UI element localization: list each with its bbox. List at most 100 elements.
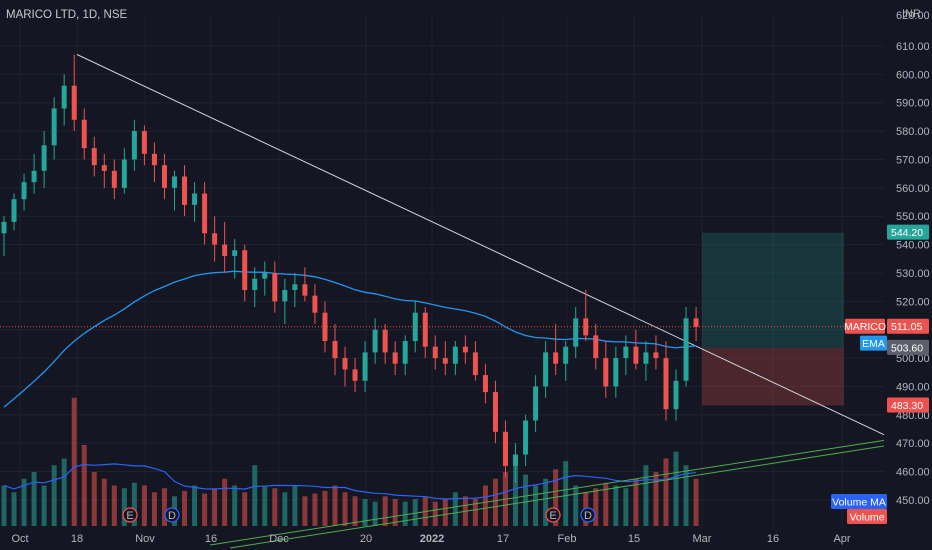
volume-bar [322, 490, 328, 526]
volume-bar [633, 478, 639, 526]
volume-bar [492, 478, 498, 526]
volume-bar [292, 485, 298, 526]
marker-letter: D [168, 510, 176, 522]
candle-body [332, 341, 338, 359]
price-tick-label: 490.00 [896, 381, 930, 393]
dividend-marker: D [164, 507, 180, 523]
volume-bar [302, 496, 308, 526]
time-tick-label: 15 [628, 533, 640, 545]
price-tick-label-partial: 620.00 [896, 10, 930, 22]
volume-bar [91, 472, 97, 526]
candle-body [151, 153, 157, 166]
candle-body [693, 318, 699, 327]
candle-body [553, 352, 559, 364]
volume-bar [232, 485, 238, 526]
candle-body [492, 392, 498, 432]
volume-ma-label-tag-bg [831, 494, 887, 509]
candle-body [111, 170, 117, 188]
target-price-tag-bg [887, 224, 929, 240]
volume-ma-label-tag: Volume MA [831, 494, 887, 509]
downtrend-line [76, 54, 885, 436]
symbol-name-tag-text: MARICO [844, 321, 886, 333]
candle-body [653, 352, 659, 359]
marker-circle [545, 507, 561, 523]
candle-body [182, 176, 188, 205]
candle-body [633, 346, 639, 364]
volume-bar [513, 465, 519, 526]
volume-bar [11, 492, 17, 526]
candle-body [573, 318, 579, 347]
time-axis[interactable]: Oct 18 Nov 16 Dec 20 2022 17 Feb 15 Mar 16 Apr [11, 533, 850, 545]
volume-label-tag-text: Volume [849, 512, 884, 524]
volume-bar [693, 478, 699, 526]
volume-bar [543, 478, 549, 526]
candle-body [81, 119, 87, 149]
candle-body [292, 284, 298, 290]
candle-body [61, 85, 67, 109]
ema-label-tag: EMA [860, 335, 887, 351]
candle-body [172, 176, 178, 188]
price-tick-label: 530.00 [896, 268, 930, 280]
candle-body [101, 165, 107, 171]
candle-body [91, 148, 97, 166]
volume-bar [472, 499, 478, 526]
volume-bar [71, 397, 77, 526]
symbol-title[interactable]: MARICO LTD, 1D, NSE [6, 9, 128, 21]
target-zone [702, 232, 844, 348]
volume-bar [372, 501, 378, 526]
trend-lines [3, 54, 885, 549]
candle-body [21, 182, 27, 200]
candle-body [352, 369, 358, 381]
candle-body [442, 358, 448, 364]
candle-body [71, 85, 77, 120]
risk-reward-zones [702, 232, 844, 406]
candle-body [131, 131, 137, 160]
candle-body [593, 335, 599, 359]
price-tick-label: 610.00 [896, 41, 930, 53]
candle-body [663, 358, 669, 410]
price-axis[interactable]: 450.00460.00470.00480.00490.00500.00510.… [896, 10, 930, 507]
ema-value-tag-bg [887, 339, 929, 355]
candle-body [422, 312, 428, 347]
candle-body [523, 420, 529, 455]
volume-bar [573, 485, 579, 526]
volume-bar [202, 493, 208, 526]
time-tick-label: Mar [693, 533, 712, 545]
grid-lines [0, 14, 884, 530]
volume-bar [683, 465, 689, 526]
candle-body [121, 159, 127, 188]
candle-body [623, 346, 629, 359]
volume-bar [222, 478, 228, 526]
last-price-tag-bg [887, 318, 929, 334]
volume-ma-line [3, 463, 697, 500]
time-tick-label: Dec [269, 533, 289, 545]
ema-label-tag-bg [860, 335, 887, 351]
candle-body [1, 221, 7, 234]
marker-letter: E [126, 510, 133, 522]
candle-body [673, 380, 679, 410]
candle-body [272, 272, 278, 302]
time-tick-label: 16 [205, 533, 217, 545]
price-tick-label: 550.00 [896, 211, 930, 223]
last-price-tag-text: 511.05 [891, 321, 922, 333]
candle-body [382, 329, 388, 353]
price-tick-label: 520.00 [896, 296, 930, 308]
volume-bar [402, 501, 408, 526]
ema-value-tag: 503.60 [887, 339, 929, 355]
volume-bar [1, 485, 7, 526]
candle-body [192, 193, 198, 205]
volume-bar [212, 488, 218, 526]
volume-bar [182, 490, 188, 526]
candle-body [161, 165, 167, 188]
symbol-name-tag-bg [845, 318, 885, 334]
volume-bar [442, 499, 448, 526]
price-tick-label: 590.00 [896, 98, 930, 110]
price-tick-label: 570.00 [896, 154, 930, 166]
candle-body [242, 250, 248, 290]
volume-label-tag: Volume [847, 509, 887, 524]
volume-bar [282, 492, 288, 526]
candle-body [563, 346, 569, 364]
volume-bar [312, 493, 318, 526]
stop-zone [702, 347, 844, 406]
